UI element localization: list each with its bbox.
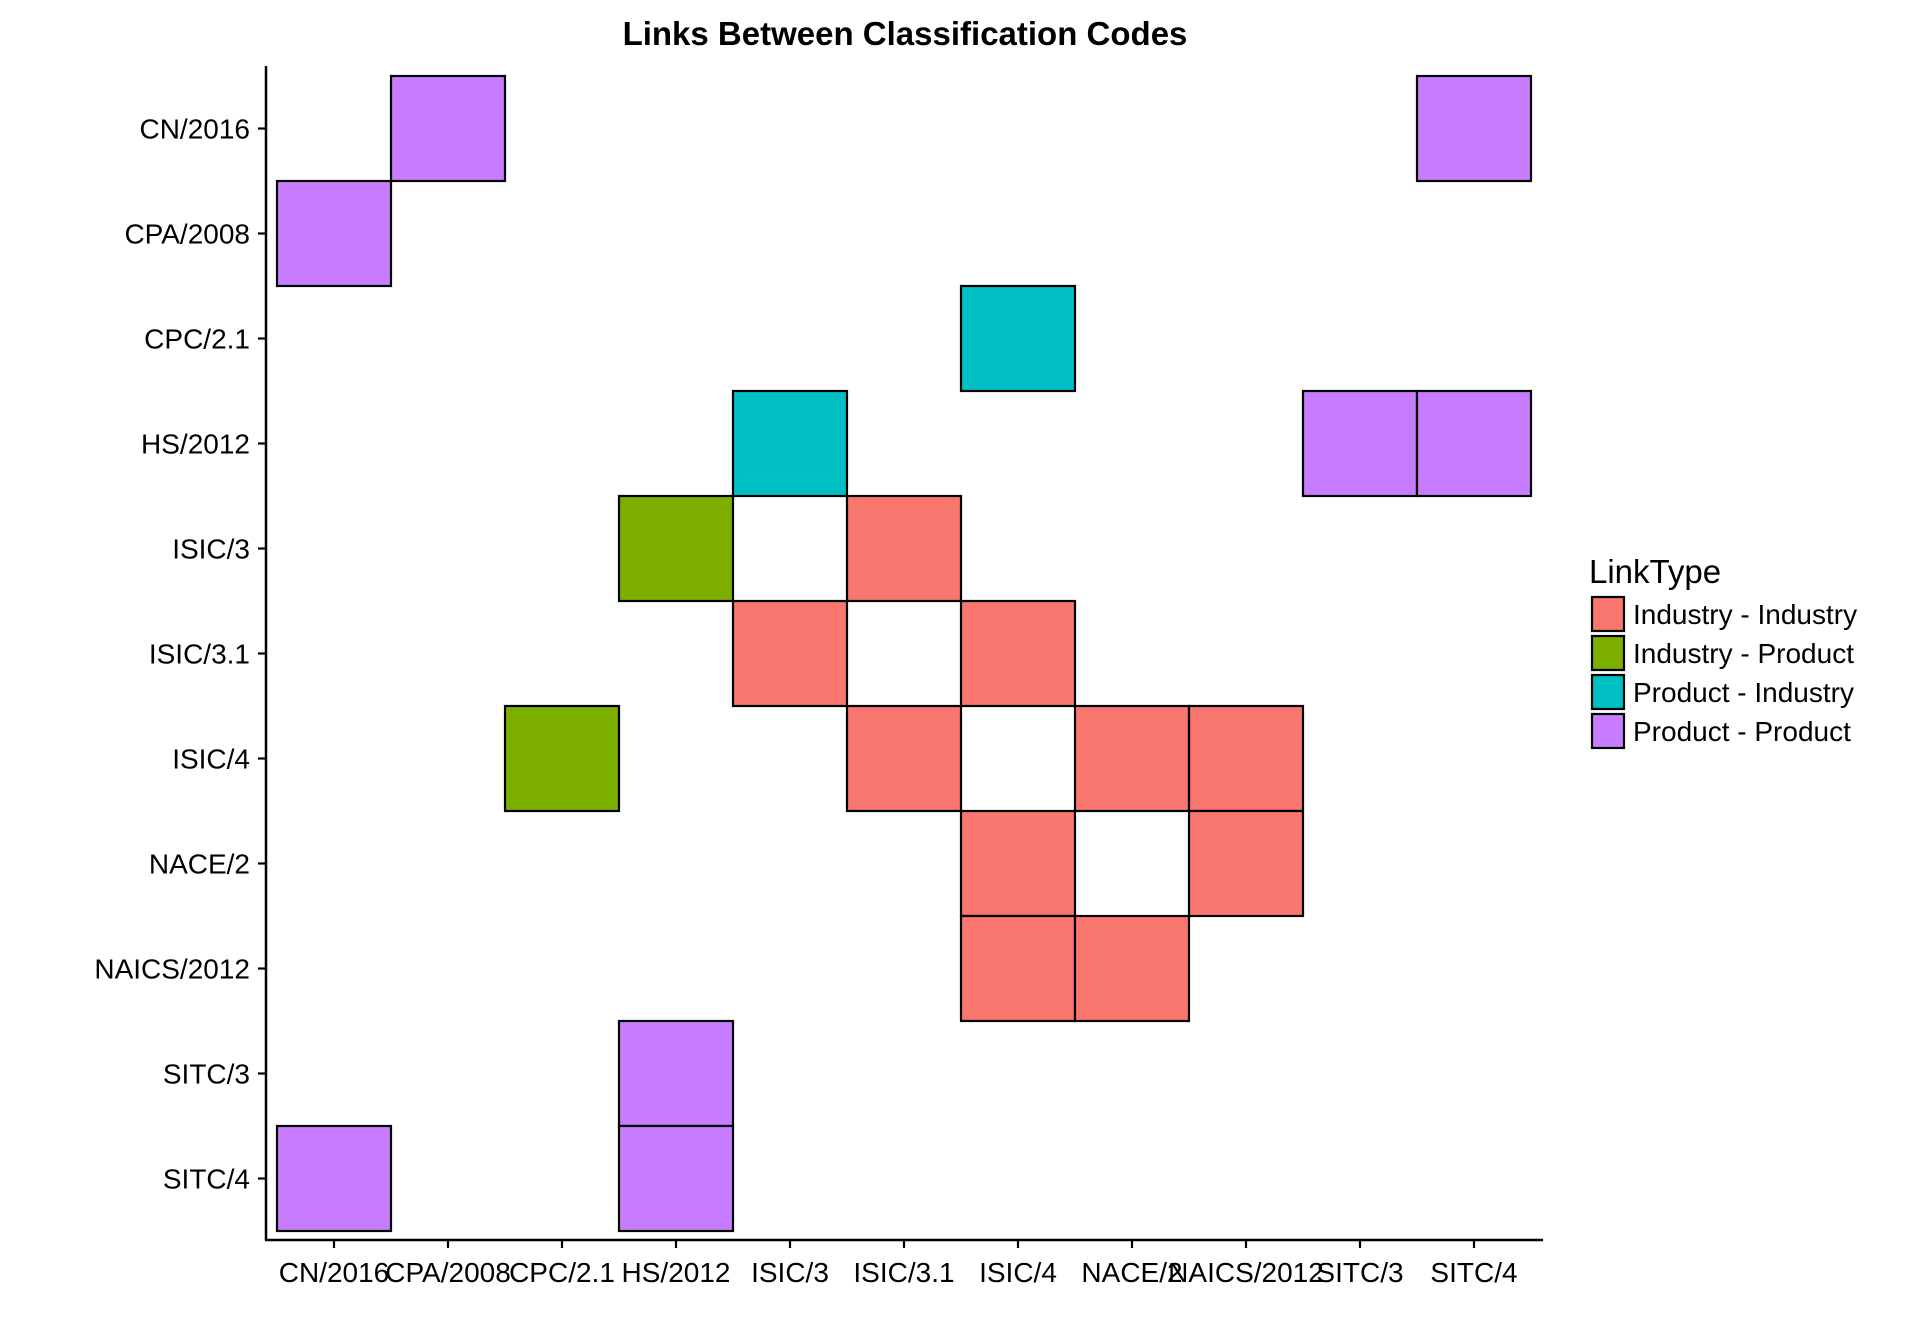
cell-sitc-4-to-hs-2012 [617, 1124, 735, 1233]
cell-hs-2012-to-isic-3 [731, 389, 849, 498]
y-ticks-layer: CN/2016 CPA/2008 CPC/2.1 HS/2012 ISIC/3 ISIC/… [94, 114, 266, 1195]
x-tick-label: CPC/2.1 [509, 1257, 615, 1288]
y-tick-label: CPC/2.1 [144, 324, 250, 355]
x-tick-label: HS/2012 [622, 1257, 731, 1288]
y-tick-label: SITC/3 [163, 1059, 250, 1090]
cell-cpa-2008-to-cn-2016 [275, 179, 393, 288]
legend-title: LinkType [1589, 553, 1721, 590]
x-tick-label: NACE/2 [1081, 1257, 1182, 1288]
y-tick-label: NACE/2 [149, 849, 250, 880]
legend-key-industry-product [1590, 634, 1626, 672]
x-tick-label: NAICS/2012 [1168, 1257, 1324, 1288]
y-tick-label: ISIC/3 [172, 534, 250, 565]
y-tick-label: ISIC/3.1 [149, 639, 250, 670]
cell-isic-3-to-isic-3-1 [845, 494, 963, 603]
y-tick-label: CN/2016 [139, 114, 250, 145]
legend-label: Product - Product [1633, 716, 1851, 747]
cell-sitc-4-to-cn-2016 [275, 1124, 393, 1233]
legend: LinkType Industry - Industry Industry - P… [1589, 553, 1857, 750]
cell-naics-2012-to-nace-2 [1073, 914, 1191, 1023]
cell-hs-2012-to-sitc-4 [1415, 389, 1533, 498]
legend-label: Product - Industry [1633, 677, 1854, 708]
x-tick-label: ISIC/3.1 [853, 1257, 954, 1288]
cell-isic-3-to-hs-2012 [617, 494, 735, 603]
y-tick-label: CPA/2008 [124, 219, 250, 250]
cell-cn-2016-to-cpa-2008 [389, 74, 507, 183]
cell-naics-2012-to-isic-4 [959, 914, 1077, 1023]
y-tick-label: ISIC/4 [172, 744, 250, 775]
legend-key-product-product [1590, 712, 1626, 750]
x-tick-label: CN/2016 [279, 1257, 390, 1288]
cell-nace-2-to-isic-4 [959, 809, 1077, 918]
cell-cpc-2-1-to-isic-4 [959, 284, 1077, 393]
cell-sitc-3-to-hs-2012 [617, 1019, 735, 1128]
cells-layer [275, 74, 1533, 1233]
x-tick-label: ISIC/3 [751, 1257, 829, 1288]
x-tick-label: CPA/2008 [385, 1257, 511, 1288]
y-tick-label: NAICS/2012 [94, 954, 250, 985]
cell-isic-4-to-naics-2012 [1187, 704, 1305, 813]
y-tick-label: HS/2012 [141, 429, 250, 460]
legend-label: Industry - Industry [1633, 599, 1857, 630]
axes-layer [264, 66, 1543, 1242]
cell-hs-2012-to-sitc-3 [1301, 389, 1419, 498]
cell-isic-4-to-cpc-2-1 [503, 704, 621, 813]
cell-isic-4-to-isic-3-1 [845, 704, 963, 813]
cell-nace-2-to-naics-2012 [1187, 809, 1305, 918]
x-tick-label: ISIC/4 [979, 1257, 1057, 1288]
cell-isic-4-to-nace-2 [1073, 704, 1191, 813]
x-tick-label: SITC/3 [1316, 1257, 1403, 1288]
legend-label: Industry - Product [1633, 638, 1854, 669]
legend-key-industry-industry [1590, 595, 1626, 633]
cell-isic-3-1-to-isic-4 [959, 599, 1077, 708]
chart-title: Links Between Classification Codes [623, 15, 1188, 52]
y-tick-label: SITC/4 [163, 1164, 250, 1195]
legend-key-product-industry [1590, 673, 1626, 711]
cell-isic-3-1-to-isic-3 [731, 599, 849, 708]
x-tick-label: SITC/4 [1430, 1257, 1517, 1288]
cell-cn-2016-to-sitc-4 [1415, 74, 1533, 183]
